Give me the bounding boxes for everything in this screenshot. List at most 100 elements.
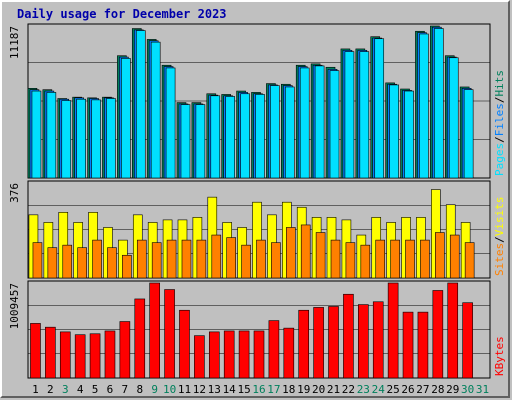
bar-sites bbox=[62, 244, 73, 279]
bar-pages bbox=[448, 57, 459, 179]
bar-pages bbox=[106, 98, 116, 179]
bar-pages bbox=[285, 86, 295, 179]
bar-kbytes bbox=[59, 331, 71, 379]
bar-pages bbox=[135, 30, 146, 179]
day-label: 4 bbox=[77, 383, 84, 396]
legend-entry: Hits bbox=[493, 70, 506, 97]
day-label: 5 bbox=[92, 383, 99, 396]
chart-title: Daily usage for December 2023 bbox=[17, 7, 227, 21]
bar-pages bbox=[299, 67, 310, 179]
legend: Pages/Files/Hits bbox=[493, 70, 506, 176]
bar-kbytes bbox=[253, 330, 265, 379]
bar-sites bbox=[241, 244, 251, 279]
bar-sites bbox=[375, 239, 386, 279]
day-label: 14 bbox=[223, 383, 237, 396]
bar-kbytes bbox=[45, 326, 56, 379]
bar-sites bbox=[32, 242, 43, 279]
bar-kbytes bbox=[149, 282, 160, 379]
day-label: 10 bbox=[163, 383, 176, 396]
bar-sites bbox=[256, 239, 266, 279]
day-label: 15 bbox=[237, 383, 250, 396]
bar-sites bbox=[151, 242, 162, 279]
day-label: 27 bbox=[416, 383, 429, 396]
bar-kbytes bbox=[74, 334, 86, 379]
day-label: 2 bbox=[47, 383, 54, 396]
bar-sites bbox=[449, 234, 460, 279]
legend-entry: Visits bbox=[493, 197, 506, 237]
bar-pages bbox=[389, 84, 399, 179]
bar-kbytes bbox=[313, 307, 324, 379]
bar-kbytes bbox=[358, 304, 369, 379]
day-label: 29 bbox=[446, 383, 459, 396]
bar-sites bbox=[226, 237, 236, 279]
bar-sites bbox=[107, 247, 117, 279]
bar-kbytes bbox=[417, 311, 429, 379]
bar-kbytes bbox=[30, 323, 41, 379]
bar-kbytes bbox=[402, 311, 414, 379]
day-label: 24 bbox=[372, 383, 386, 396]
day-label: 8 bbox=[136, 383, 143, 396]
bar-kbytes bbox=[179, 309, 190, 379]
bar-pages bbox=[434, 28, 444, 179]
bar-kbytes bbox=[387, 282, 399, 379]
day-label: 19 bbox=[297, 383, 310, 396]
bar-sites bbox=[420, 239, 430, 279]
bar-sites bbox=[390, 239, 400, 279]
day-label: 31 bbox=[476, 383, 489, 396]
bar-sites bbox=[405, 239, 415, 279]
bar-pages bbox=[463, 89, 474, 179]
bar-kbytes bbox=[298, 309, 310, 379]
bar-sites bbox=[47, 247, 58, 279]
legend-entry: Files bbox=[493, 103, 506, 136]
bar-sites bbox=[330, 239, 341, 279]
day-label: 16 bbox=[252, 383, 265, 396]
bar-sites bbox=[345, 242, 356, 279]
bar-pages bbox=[404, 90, 414, 179]
bar-sites bbox=[122, 254, 132, 279]
bar-pages bbox=[344, 51, 355, 179]
bar-pages bbox=[76, 98, 86, 179]
bar-sites bbox=[136, 239, 147, 279]
bar-sites bbox=[286, 227, 296, 279]
y-max-label: 376 bbox=[8, 183, 21, 203]
day-label: 1 bbox=[32, 383, 39, 396]
y-max-label: 1009457 bbox=[8, 283, 21, 329]
bar-kbytes bbox=[372, 301, 384, 379]
bar-pages bbox=[240, 93, 250, 179]
bar-sites bbox=[435, 232, 445, 279]
bar-kbytes bbox=[432, 290, 444, 379]
day-label: 23 bbox=[357, 383, 370, 396]
bar-sites bbox=[464, 242, 475, 279]
bar-sites bbox=[315, 232, 326, 279]
bar-kbytes bbox=[283, 327, 295, 379]
bar-kbytes bbox=[328, 306, 339, 379]
bar-kbytes bbox=[268, 320, 280, 379]
bar-pages bbox=[359, 51, 370, 179]
bar-kbytes bbox=[462, 302, 473, 379]
bar-kbytes bbox=[119, 321, 131, 379]
bar-kbytes bbox=[194, 335, 205, 379]
day-label: 22 bbox=[342, 383, 355, 396]
bar-kbytes bbox=[134, 298, 146, 379]
bar-sites bbox=[300, 224, 311, 279]
bar-kbytes bbox=[104, 330, 116, 379]
legend-entry: Pages bbox=[493, 143, 506, 176]
bar-pages bbox=[91, 99, 101, 179]
bar-pages bbox=[165, 67, 176, 179]
day-label: 17 bbox=[267, 383, 280, 396]
bar-sites bbox=[211, 234, 222, 279]
bar-pages bbox=[225, 96, 235, 179]
bar-kbytes bbox=[89, 333, 101, 379]
day-label: 20 bbox=[312, 383, 325, 396]
legend-entry: Sites bbox=[493, 243, 506, 276]
day-label: 21 bbox=[327, 383, 340, 396]
bar-pages bbox=[314, 65, 325, 179]
legend: KBytes bbox=[493, 336, 506, 376]
bar-sites bbox=[181, 239, 192, 279]
bar-pages bbox=[210, 95, 221, 179]
day-label: 28 bbox=[431, 383, 444, 396]
bar-kbytes bbox=[238, 330, 250, 379]
bar-pages bbox=[180, 104, 191, 179]
bar-kbytes bbox=[447, 282, 459, 379]
